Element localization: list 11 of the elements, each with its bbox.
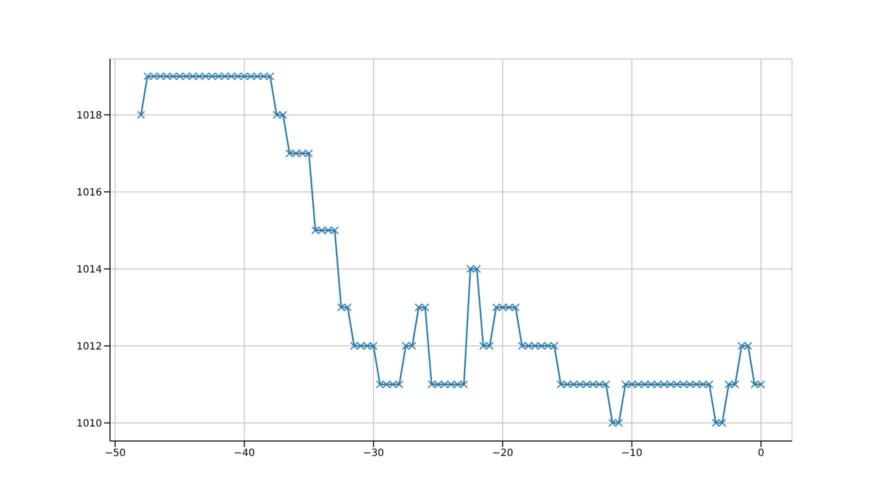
- x-tick-label: −40: [234, 448, 255, 460]
- x-tick-label: 0: [758, 448, 764, 460]
- x-tick-label: −30: [362, 448, 384, 460]
- x-tick-label: −20: [492, 448, 514, 460]
- y-tick-label: 1016: [76, 187, 102, 198]
- y-tick-label: 1018: [76, 110, 102, 122]
- y-tick-label: 1012: [76, 341, 102, 352]
- x-tick-label: −50: [104, 448, 126, 460]
- x-tick-label: −10: [621, 448, 642, 460]
- y-tick-label: 1010: [76, 418, 102, 430]
- y-tick-label: 1014: [76, 264, 102, 276]
